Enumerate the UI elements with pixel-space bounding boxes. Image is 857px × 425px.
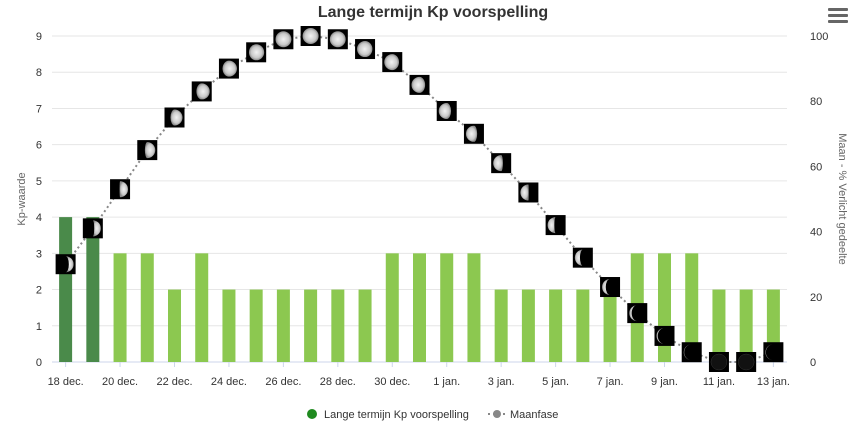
- moon-marker: [763, 342, 784, 363]
- x-tick-label: 3 jan.: [488, 376, 515, 388]
- y-right-tick-label: 80: [810, 96, 822, 108]
- moon-marker: [681, 342, 702, 363]
- kp-bar: [222, 289, 236, 362]
- x-tick-label: 13 jan.: [757, 376, 790, 388]
- moon-phase-icon: [119, 181, 129, 198]
- moon-phase-icon: [248, 44, 265, 61]
- moon-phase-icon: [574, 249, 583, 266]
- kp-bar: [467, 253, 481, 362]
- legend-moon-marker: [493, 410, 501, 418]
- y-left-tick-label: 4: [36, 212, 42, 224]
- y-right-axis-title: Maan - % Verlicht gedeelte: [836, 133, 848, 264]
- kp-bar: [276, 289, 290, 362]
- kp-bar: [521, 289, 535, 362]
- moon-phase-icon: [465, 125, 478, 142]
- y-right-tick-label: 20: [810, 292, 822, 304]
- x-tick-label: 26 dec.: [265, 376, 301, 388]
- y-right-tick-label: 100: [810, 31, 828, 43]
- y-left-axis-title: Kp-waarde: [16, 172, 28, 225]
- x-tick-label: 20 dec.: [102, 376, 138, 388]
- chart-title: Lange termijn Kp voorspelling: [318, 4, 548, 21]
- kp-bar: [603, 289, 617, 362]
- kp-bar: [385, 253, 399, 362]
- legend-kp-label: Lange termijn Kp voorspelling: [324, 409, 469, 421]
- x-tick-label: 1 jan.: [433, 376, 460, 388]
- moon-phase-icon: [547, 217, 556, 234]
- legend-moon-label: Maanfase: [510, 409, 558, 421]
- moon-phase-icon: [602, 279, 611, 296]
- moon-phase-icon: [411, 76, 426, 93]
- moon-phase-icon: [710, 353, 728, 371]
- kp-bar: [304, 289, 318, 362]
- moon-phase-icon: [92, 220, 101, 237]
- moon-phase-icon: [329, 31, 346, 48]
- kp-bar: [358, 289, 372, 362]
- moon-marker: [654, 325, 675, 346]
- moon-phase-icon: [222, 60, 237, 77]
- y-left-tick-label: 5: [36, 176, 42, 188]
- moon-phase-icon: [629, 305, 638, 322]
- x-tick-label: 11 jan.: [703, 376, 735, 388]
- x-tick-label: 9 jan.: [651, 376, 678, 388]
- kp-bar: [113, 253, 127, 362]
- kp-bar: [494, 289, 508, 362]
- kp-bar: [331, 289, 345, 362]
- moon-phase-icon: [438, 102, 452, 119]
- moon-phase-icon: [493, 155, 503, 172]
- x-tick-label: 30 dec.: [374, 376, 410, 388]
- chart-menu-icon[interactable]: [828, 8, 848, 26]
- kp-bar: [739, 289, 753, 362]
- legend-kp-marker: [307, 409, 317, 419]
- kp-bar: [140, 253, 154, 362]
- moon-phase-icon: [144, 142, 156, 159]
- y-right-tick-label: 0: [810, 357, 816, 369]
- moon-phase-icon: [275, 31, 292, 48]
- x-tick-label: 22 dec.: [156, 376, 192, 388]
- moon-phase-icon: [656, 327, 665, 344]
- kp-bar: [576, 289, 590, 362]
- x-tick-label: 28 dec.: [320, 376, 356, 388]
- y-left-tick-label: 3: [36, 248, 42, 260]
- x-tick-label: 7 jan.: [597, 376, 624, 388]
- x-tick-label: 24 dec.: [211, 376, 247, 388]
- moon-phase-icon: [384, 54, 399, 71]
- y-left-tick-label: 7: [36, 103, 42, 115]
- kp-bar: [168, 289, 181, 362]
- y-right-tick-label: 40: [810, 227, 822, 239]
- kp-bar: [712, 289, 726, 362]
- moon-phase-icon: [196, 83, 210, 100]
- moon-phase-icon: [520, 184, 529, 201]
- moon-phase-icon: [302, 28, 319, 44]
- kp-bar: [413, 253, 426, 362]
- x-tick-label: 5 jan.: [542, 376, 569, 388]
- moon-phase-icon: [737, 353, 755, 371]
- y-left-tick-label: 1: [36, 321, 42, 333]
- kp-bar: [195, 253, 209, 362]
- kp-bar: [549, 289, 563, 362]
- moon-phase-icon: [357, 41, 373, 58]
- kp-bar: [86, 217, 100, 362]
- y-left-tick-label: 0: [36, 357, 42, 369]
- y-left-tick-label: 9: [36, 31, 42, 43]
- kp-bar: [440, 253, 454, 362]
- kp-bar: [685, 253, 699, 362]
- kp-bar: [59, 217, 73, 362]
- y-left-tick-label: 2: [36, 285, 42, 297]
- moon-phase-icon: [170, 109, 183, 126]
- y-left-tick-label: 8: [36, 67, 42, 79]
- y-right-tick-label: 60: [810, 161, 822, 173]
- kp-bar: [249, 289, 263, 362]
- x-tick-label: 18 dec.: [48, 376, 84, 388]
- moon-phase-icon: [65, 256, 74, 273]
- y-left-tick-label: 6: [36, 140, 42, 152]
